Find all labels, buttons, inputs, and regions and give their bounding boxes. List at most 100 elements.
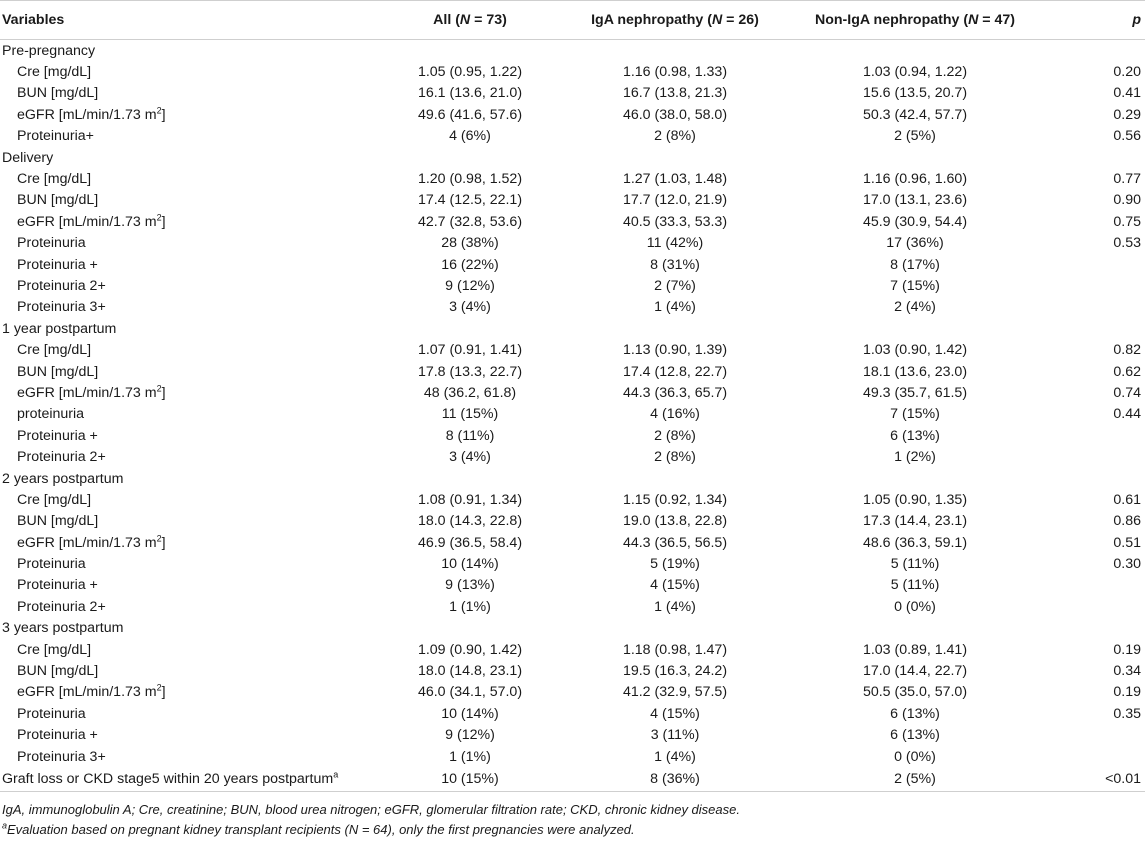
header-iga-prefix: IgA nephropathy ( — [591, 12, 712, 28]
cell-p-value: 0.53 — [1113, 235, 1141, 252]
section-label: Delivery — [0, 147, 380, 168]
cell-p-value: 0.61 — [1113, 491, 1141, 508]
variable-label-text: BUN [mg/dL] — [17, 363, 99, 380]
cell-p-value: 0.44 — [1113, 406, 1141, 423]
cell-non-iga: 6 (13%) — [890, 727, 940, 744]
footnote-a-mark: a — [2, 820, 8, 831]
cell-all: 1.05 (0.95, 1.22) — [417, 64, 523, 81]
cell-iga: 46.0 (38.0, 58.0) — [622, 106, 728, 123]
cell-p-value: 0.19 — [1113, 641, 1141, 658]
cell-non-iga — [790, 147, 1040, 168]
cell-p-value: 0.56 — [1113, 128, 1141, 145]
section-label: 3 years postpartum — [0, 618, 380, 639]
variable-label-text: proteinuria — [17, 406, 85, 423]
cell-iga: 44.3 (36.5, 56.5) — [622, 534, 728, 551]
variable-label: Graft loss or CKD stage5 within 20 years… — [0, 767, 380, 793]
cell-non-iga: 6 (13%) — [890, 427, 940, 444]
label-superscript: 2 — [156, 682, 162, 693]
cell-non-iga — [790, 468, 1040, 489]
cell-all: 17.4 (12.5, 22.1) — [417, 192, 523, 209]
table-row: Cre [mg/dL] 1.08 (0.91, 1.34) 1.15 (0.92, … — [0, 489, 1145, 510]
variable-label-text: eGFR [mL/min/1.73 m — [17, 384, 157, 401]
cell-p-value: 0.62 — [1113, 363, 1141, 380]
variable-label-text: Proteinuria 2+ — [17, 449, 106, 466]
cell-non-iga: 1 (2%) — [894, 449, 936, 466]
variable-label-text: Proteinuria + — [17, 577, 98, 594]
cell-non-iga: 17.0 (14.4, 22.7) — [862, 663, 968, 680]
variable-label: Proteinuria + — [0, 254, 380, 275]
cell-non-iga: 1.03 (0.90, 1.42) — [862, 342, 968, 359]
section-row: Pre-pregnancy — [0, 40, 1145, 62]
cell-p-value — [1040, 297, 1145, 318]
cell-all: 9 (12%) — [445, 277, 495, 294]
cell-p-value — [1040, 746, 1145, 767]
table-row: eGFR [mL/min/1.73 m2] 46.9 (36.5, 58.4) 44… — [0, 532, 1145, 553]
cell-non-iga: 18.1 (13.6, 23.0) — [862, 363, 968, 380]
table-row: eGFR [mL/min/1.73 m2] 46.0 (34.1, 57.0) 41… — [0, 682, 1145, 703]
table-row: eGFR [mL/min/1.73 m2] 49.6 (41.6, 57.6) 46… — [0, 104, 1145, 125]
cell-p-value — [1040, 147, 1145, 168]
cell-p-value — [1040, 468, 1145, 489]
cell-iga: 1.18 (0.98, 1.47) — [622, 641, 728, 658]
cell-iga — [560, 40, 790, 62]
label-superscript: 2 — [156, 105, 162, 116]
table-row: Proteinuria 28 (38%) 11 (42%) 17 (36%) 0.53 — [0, 233, 1145, 254]
cell-iga: 1 (4%) — [654, 748, 696, 765]
cell-p-value: 0.35 — [1113, 705, 1141, 722]
table-row: BUN [mg/dL] 16.1 (13.6, 21.0) 16.7 (13.8, … — [0, 83, 1145, 104]
cell-all — [380, 147, 560, 168]
cell-p-value: 0.41 — [1113, 85, 1141, 102]
cell-iga — [560, 468, 790, 489]
table-row: BUN [mg/dL] 17.4 (12.5, 22.1) 17.7 (12.0, … — [0, 190, 1145, 211]
section-row: Delivery — [0, 147, 1145, 168]
variable-label-text: Graft loss or CKD stage5 within 20 years… — [2, 771, 334, 788]
cell-all: 16 (22%) — [441, 256, 499, 273]
cell-all: 1.09 (0.90, 1.42) — [417, 641, 523, 658]
variable-label: BUN [mg/dL] — [0, 190, 380, 211]
cell-all: 48 (36.2, 61.8) — [423, 384, 517, 401]
cell-non-iga: 1.03 (0.94, 1.22) — [862, 64, 968, 81]
variable-label-text: Proteinuria — [17, 705, 86, 722]
variable-label: Proteinuria 3+ — [0, 297, 380, 318]
table-body: Pre-pregnancy Cre [mg/dL] 1.05 (0.95, 1.22… — [0, 40, 1145, 793]
variable-label-text: Cre [mg/dL] — [17, 171, 92, 188]
cell-p-value: 0.30 — [1113, 556, 1141, 573]
label-end: ] — [161, 684, 166, 701]
header-variables: Variables — [0, 0, 380, 40]
variable-label: Proteinuria+ — [0, 126, 380, 147]
cell-iga: 16.7 (13.8, 21.3) — [622, 85, 728, 102]
cell-all: 4 (6%) — [449, 128, 491, 145]
header-non-iga: Non-IgA nephropathy (N = 47) — [790, 0, 1040, 40]
cell-p-value: 0.77 — [1113, 171, 1141, 188]
cell-p-value: 0.34 — [1113, 663, 1141, 680]
variable-label-text: Cre [mg/dL] — [17, 491, 92, 508]
header-p-value: p — [1040, 0, 1145, 40]
cell-p-value: 0.29 — [1113, 106, 1141, 123]
cell-all: 8 (11%) — [445, 427, 495, 444]
cell-non-iga — [790, 318, 1040, 339]
variable-label: eGFR [mL/min/1.73 m2] — [0, 382, 380, 403]
cell-non-iga: 0 (0%) — [894, 598, 936, 615]
label-end: ] — [161, 534, 166, 551]
cell-iga: 2 (8%) — [654, 449, 696, 466]
cell-all: 10 (14%) — [441, 705, 499, 722]
cell-non-iga: 1.03 (0.89, 1.41) — [862, 641, 968, 658]
section-row: 2 years postpartum — [0, 468, 1145, 489]
cell-all: 42.7 (32.8, 53.6) — [417, 213, 523, 230]
cell-non-iga: 48.6 (36.3, 59.1) — [862, 534, 968, 551]
cell-all — [380, 618, 560, 639]
cell-p-value — [1040, 596, 1145, 617]
table-row: Proteinuria 2+ 3 (4%) 2 (8%) 1 (2%) — [0, 446, 1145, 467]
table-row: Proteinuria + 9 (13%) 4 (15%) 5 (11%) — [0, 575, 1145, 596]
footnote-a: aEvaluation based on pregnant kidney tra… — [2, 820, 1145, 840]
cell-p-value: 0.20 — [1113, 64, 1141, 81]
cell-all: 10 (14%) — [441, 556, 499, 573]
cell-iga: 2 (8%) — [654, 427, 696, 444]
cell-all: 17.8 (13.3, 22.7) — [417, 363, 523, 380]
section-label: Pre-pregnancy — [0, 40, 380, 62]
cell-non-iga — [790, 40, 1040, 62]
header-all: All (N = 73) — [380, 0, 560, 40]
cell-iga: 1.15 (0.92, 1.34) — [622, 491, 728, 508]
variable-label: eGFR [mL/min/1.73 m2] — [0, 211, 380, 232]
cell-all: 3 (4%) — [449, 449, 491, 466]
